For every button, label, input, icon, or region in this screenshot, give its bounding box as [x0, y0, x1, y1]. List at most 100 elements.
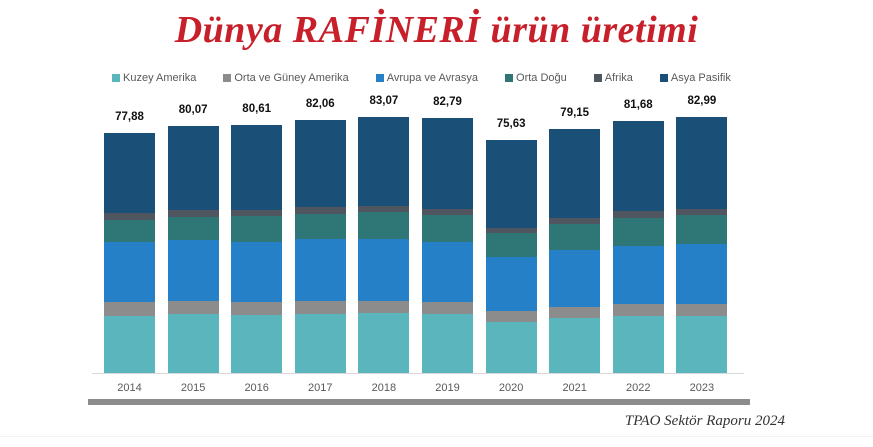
legend-swatch-icon [112, 74, 120, 82]
bar-segment [358, 238, 410, 301]
bar-segment [422, 209, 473, 216]
x-tick-label: 2016 [244, 382, 269, 394]
bar-segment [612, 217, 664, 246]
bar-2021 [549, 129, 601, 373]
bar-segment [294, 313, 346, 373]
source-caption: TPAO Sektör Raporu 2024 [624, 413, 785, 429]
bar-segment [294, 213, 346, 240]
x-tick-label: 2022 [626, 382, 651, 394]
bar-segment [485, 311, 537, 322]
bar-2016 [231, 124, 283, 373]
bar-segment [358, 117, 410, 206]
x-tick-label: 2023 [689, 382, 715, 394]
bar-segment [231, 315, 283, 373]
x-tick-label: 2015 [180, 382, 206, 394]
legend-swatch-icon [375, 74, 384, 82]
bar-segment [167, 126, 219, 211]
bar-2017 [294, 120, 346, 373]
bar-2014 [104, 133, 155, 373]
bar-segment [676, 117, 728, 209]
total-label: 82,79 [433, 96, 462, 108]
bottom-rule [0, 436, 873, 437]
bar-segment [231, 124, 283, 210]
bar-segment [422, 241, 473, 303]
legend: Kuzey Amerika Orta ve Güney Amerika Avrupa… [112, 72, 758, 84]
bar-segment [549, 307, 601, 319]
bar-2020 [485, 140, 537, 373]
x-tick-label: 2014 [117, 382, 142, 394]
bar-segment [294, 239, 346, 302]
legend-swatch-icon [223, 74, 232, 82]
bar-segment [104, 219, 155, 242]
bar-segment [231, 241, 283, 303]
bar-segment [549, 223, 601, 251]
bar-2015 [167, 126, 219, 373]
bar-segment [104, 133, 155, 213]
bar-segment [358, 300, 410, 314]
bar-segment [231, 209, 283, 217]
legend-item: Orta Doğu [505, 72, 567, 84]
x-tick-label: 2017 [308, 382, 333, 394]
legend-item: Asya Pasifik [659, 72, 731, 84]
bar-segment [358, 212, 410, 239]
bar-segment [422, 215, 473, 242]
legend-label: Avrupa ve Avrasya [386, 72, 479, 84]
bar-segment [485, 257, 537, 312]
bar-segment [294, 207, 346, 214]
total-label: 81,68 [623, 99, 653, 112]
bar-segment [612, 121, 664, 212]
bar-segment [358, 313, 410, 373]
total-label: 79,15 [560, 107, 590, 120]
legend-item: Afrika [593, 72, 633, 84]
bar-segment [104, 241, 155, 302]
total-label: 77,88 [115, 111, 144, 124]
bar-segment [676, 243, 728, 304]
bar-segment [422, 314, 473, 373]
bar-segment [612, 316, 664, 373]
bar-2023 [676, 117, 728, 373]
x-tick-label: 2019 [435, 382, 460, 394]
x-axis-line [92, 373, 744, 374]
legend-swatch-icon [505, 74, 514, 82]
legend-label: Afrika [604, 72, 633, 84]
legend-item: Orta ve Güney Amerika [223, 72, 349, 84]
bar-segment [485, 233, 537, 258]
x-tick-label: 2021 [562, 382, 587, 394]
bar-segment [612, 304, 664, 317]
bar-segment [549, 129, 601, 218]
bar-segment [294, 301, 346, 314]
bar-segment [167, 314, 219, 373]
x-tick-label: 2018 [371, 382, 397, 394]
bar-2018 [358, 117, 410, 373]
bar-segment [358, 205, 410, 213]
total-label: 75,63 [496, 118, 526, 131]
bar-segment [167, 300, 219, 315]
bar-segment [676, 208, 728, 216]
legend-label: Orta Doğu [516, 72, 567, 84]
bar-segment [676, 303, 728, 316]
total-label: 80,61 [242, 102, 272, 115]
bar-segment [612, 245, 664, 305]
x-tick-label: 2020 [498, 382, 524, 394]
bar-segment [422, 302, 473, 315]
divider-bar [88, 399, 750, 405]
bar-segment [612, 211, 664, 218]
bar-segment [676, 215, 728, 244]
bar-segment [104, 212, 155, 220]
bar-segment [549, 318, 601, 373]
bar-2022 [612, 121, 664, 373]
bar-segment [167, 210, 219, 217]
bar-segment [549, 217, 601, 224]
bar-segment [104, 316, 155, 373]
total-label: 83,07 [369, 95, 399, 108]
total-label: 80,07 [178, 104, 208, 117]
legend-item: Avrupa ve Avrasya [375, 72, 479, 84]
bar-segment [167, 216, 219, 240]
bar-segment [231, 302, 283, 316]
bar-segment [549, 250, 601, 308]
legend-swatch-icon [593, 74, 602, 82]
bar-segment [294, 120, 346, 208]
legend-label: Kuzey Amerika [123, 72, 197, 84]
bar-2019 [422, 118, 473, 373]
